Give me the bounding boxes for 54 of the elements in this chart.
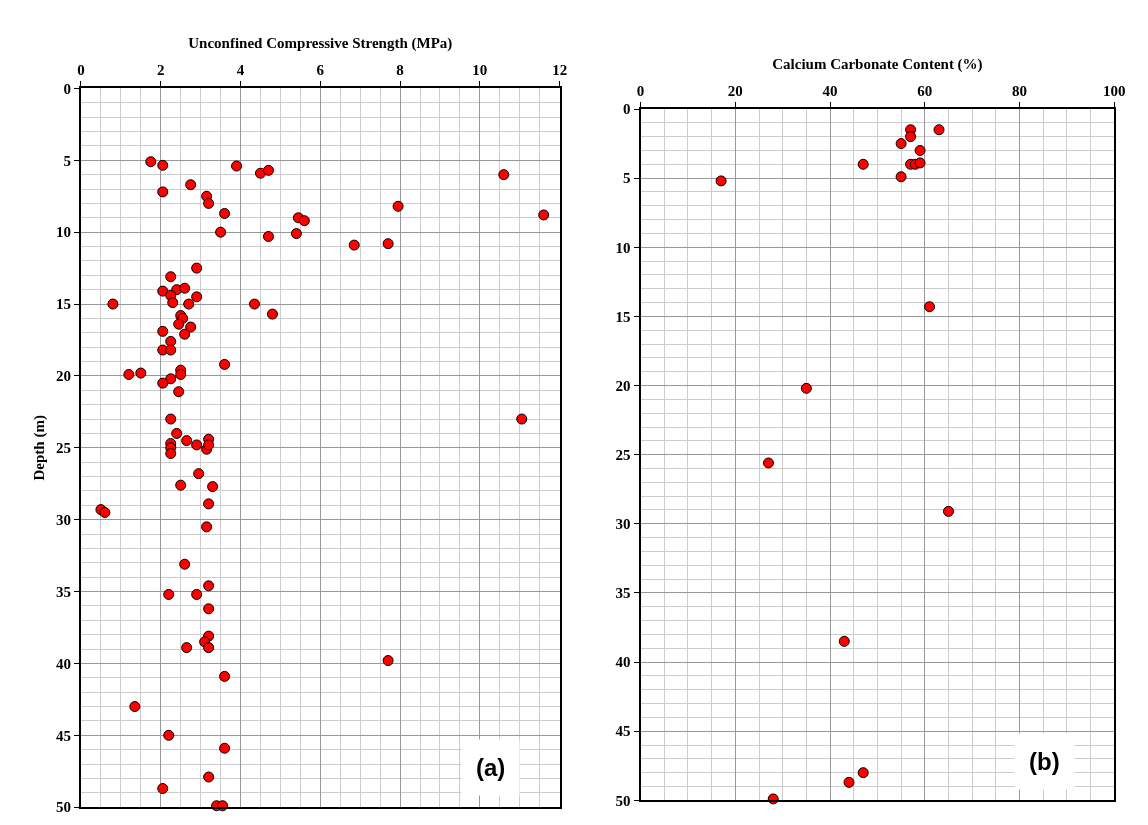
x-tick-label: 10 bbox=[472, 62, 488, 79]
point bbox=[933, 124, 945, 136]
y-tick-label: 20 bbox=[55, 368, 71, 385]
x-tick-label: 0 bbox=[77, 62, 85, 79]
y-tick-label: 10 bbox=[615, 239, 631, 256]
point bbox=[895, 171, 907, 183]
y-tick-label: 15 bbox=[615, 308, 631, 325]
y-tick-label: 10 bbox=[55, 224, 71, 241]
x-tick-label: 60 bbox=[917, 83, 933, 99]
point bbox=[943, 505, 954, 517]
point bbox=[905, 131, 917, 143]
y-tick-label: 5 bbox=[623, 170, 631, 187]
x-tick-label: 4 bbox=[236, 62, 245, 79]
y-tick-label: 25 bbox=[615, 446, 631, 463]
annotation: (b) bbox=[1029, 748, 1060, 775]
point bbox=[715, 175, 727, 187]
point bbox=[914, 144, 926, 156]
y-tick-label: 40 bbox=[615, 654, 631, 671]
y-tick-label: 35 bbox=[55, 583, 71, 600]
y-axis-title: Depth (m) bbox=[30, 415, 48, 481]
y-tick-label: 30 bbox=[55, 511, 71, 528]
point bbox=[857, 158, 869, 170]
point bbox=[838, 635, 850, 647]
x-tick-label: 6 bbox=[316, 62, 325, 79]
x-tick-label: 12 bbox=[552, 62, 568, 79]
x-tick-label: 2 bbox=[157, 62, 165, 79]
x-axis-title: Calcium Carbonate Content (%) bbox=[772, 55, 983, 73]
y-tick-label: 40 bbox=[55, 655, 71, 672]
point bbox=[924, 301, 936, 313]
x-tick-label: 80 bbox=[1012, 83, 1028, 99]
x-axis-title: Unconfined Compressive Strength (MPa) bbox=[188, 35, 453, 53]
point bbox=[800, 382, 812, 394]
y-tick-label: 20 bbox=[615, 377, 631, 394]
y-tick-label: 35 bbox=[615, 585, 631, 602]
y-tick-label: 15 bbox=[55, 296, 71, 313]
y-tick-label: 50 bbox=[55, 799, 71, 816]
point bbox=[762, 457, 774, 469]
point bbox=[914, 157, 926, 169]
y-tick-label: 45 bbox=[615, 723, 631, 740]
y-tick-label: 0 bbox=[623, 101, 631, 118]
x-tick-label: 40 bbox=[822, 83, 838, 99]
y-tick-label: 50 bbox=[615, 792, 631, 809]
y-tick-label: 5 bbox=[63, 152, 71, 169]
point bbox=[895, 138, 907, 150]
y-tick-label: 25 bbox=[55, 440, 71, 457]
annotation: (a) bbox=[476, 754, 506, 781]
point bbox=[843, 776, 855, 788]
x-tick-label: 8 bbox=[396, 62, 404, 79]
x-tick-label: 100 bbox=[1103, 83, 1126, 99]
y-tick-label: 45 bbox=[55, 727, 71, 744]
point bbox=[857, 767, 869, 779]
x-tick-label: 0 bbox=[636, 83, 645, 99]
y-tick-label: 30 bbox=[615, 516, 631, 533]
x-tick-label: 20 bbox=[727, 83, 743, 99]
